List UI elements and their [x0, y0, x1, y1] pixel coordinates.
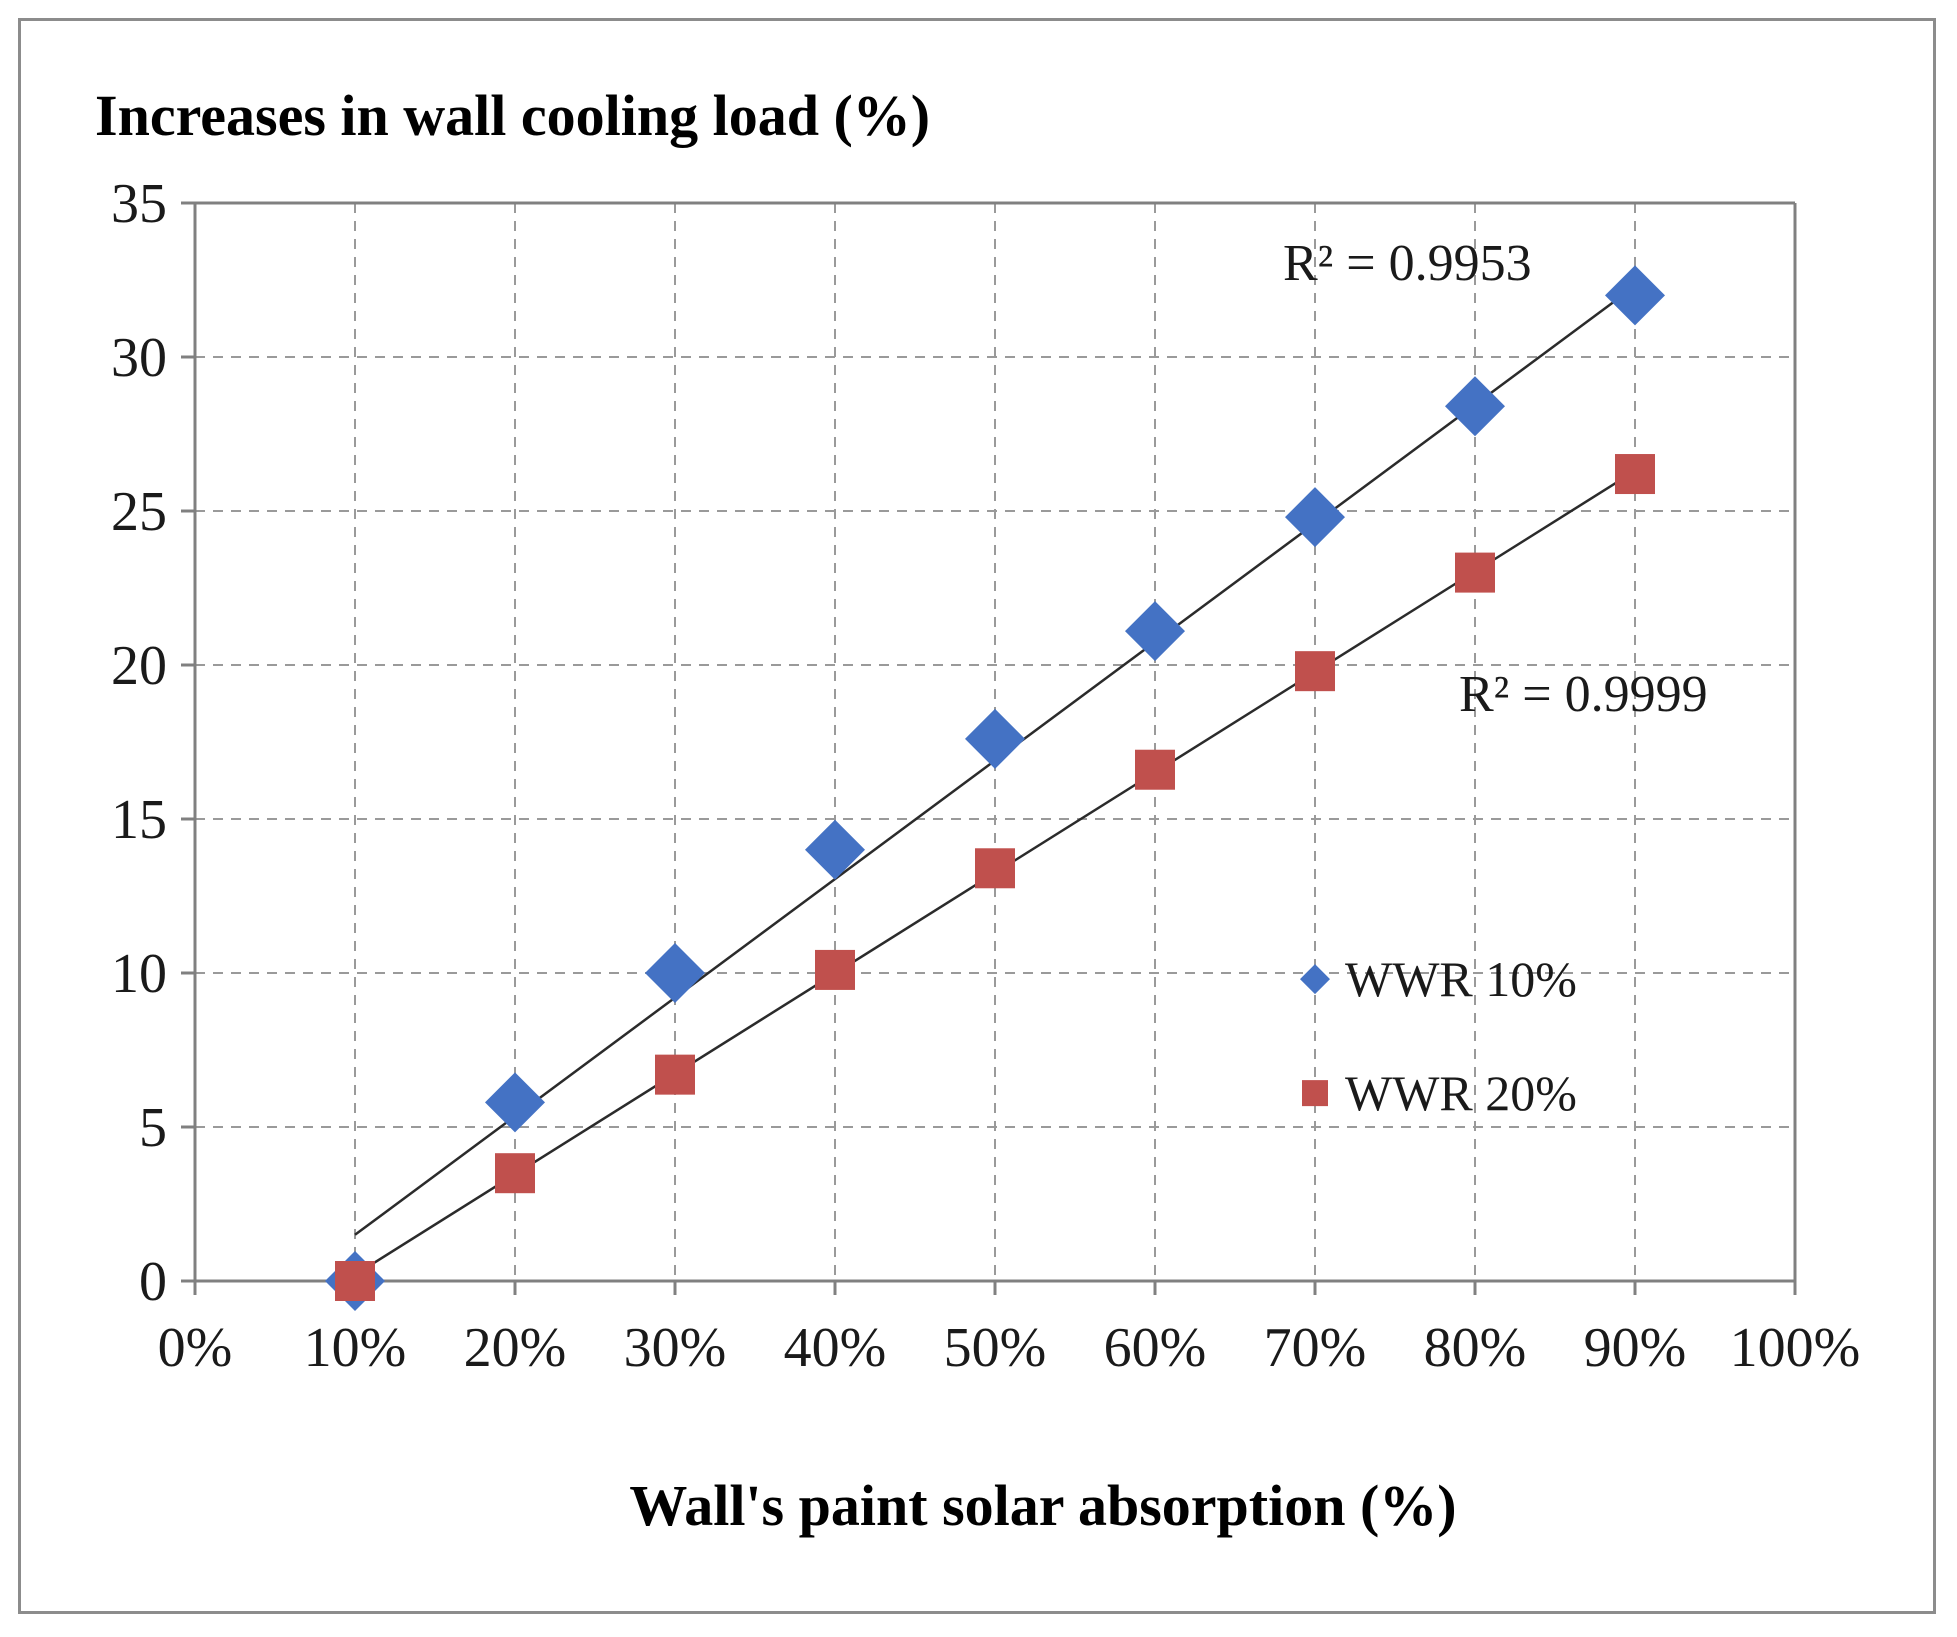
y-tick-label: 10	[111, 943, 167, 1005]
x-axis-title: Wall's paint solar absorption (%)	[629, 1473, 1456, 1538]
data-point	[645, 943, 705, 1003]
data-point	[1615, 454, 1655, 495]
y-tick-label: 25	[111, 481, 167, 543]
y-axis-title: Increases in wall cooling load (%)	[95, 83, 930, 148]
data-point	[1295, 651, 1335, 692]
y-tick-label: 5	[139, 1097, 167, 1159]
x-tick-label: 30%	[624, 1317, 727, 1379]
x-tick-label: 10%	[304, 1317, 407, 1379]
x-tick-label: 60%	[1104, 1317, 1207, 1379]
data-point	[1285, 487, 1345, 548]
data-point	[1455, 552, 1495, 593]
x-tick-label: 70%	[1264, 1317, 1367, 1379]
y-tick-label: 15	[111, 789, 167, 851]
data-point	[965, 708, 1025, 769]
legend: WWR 10% WWR 20%	[1300, 951, 1577, 1121]
data-point	[335, 1261, 375, 1301]
tick-label-layer: 0 5 10 15 20 25 30 35 0% 10% 20% 30% 40% 50% 60% 70% 80%…	[111, 173, 1860, 1379]
data-point	[485, 1072, 545, 1133]
r2-label-wwr-20: R² = 0.9999	[1459, 666, 1708, 723]
data-point	[805, 819, 865, 880]
data-point	[1135, 749, 1175, 790]
data-point	[655, 1054, 695, 1095]
x-tick-label: 80%	[1424, 1317, 1527, 1379]
y-tick-label: 0	[139, 1251, 167, 1313]
x-tick-label: 20%	[464, 1317, 567, 1379]
x-tick-label: 40%	[784, 1317, 887, 1379]
x-tick-label: 50%	[944, 1317, 1047, 1379]
x-tick-label: 90%	[1584, 1317, 1687, 1379]
data-point	[815, 949, 855, 990]
data-point	[1125, 601, 1185, 662]
data-point	[975, 848, 1015, 889]
legend-marker-wwr-10	[1300, 964, 1330, 995]
data-point-layer	[325, 265, 1665, 1311]
legend-label-wwr-20: WWR 20%	[1345, 1065, 1577, 1121]
data-point	[1445, 376, 1505, 437]
chart-frame	[18, 18, 1936, 1614]
y-tick-label: 30	[111, 327, 167, 389]
y-tick-label: 20	[111, 635, 167, 697]
x-tick-label: 0%	[158, 1317, 233, 1379]
data-point	[495, 1153, 535, 1194]
r2-label-wwr-10: R² = 0.9953	[1283, 235, 1532, 292]
legend-label-wwr-10: WWR 10%	[1345, 951, 1577, 1007]
data-point	[1605, 265, 1665, 326]
x-tick-label: 100%	[1730, 1317, 1861, 1379]
legend-marker-wwr-20	[1302, 1080, 1328, 1107]
y-tick-label: 35	[111, 173, 167, 235]
